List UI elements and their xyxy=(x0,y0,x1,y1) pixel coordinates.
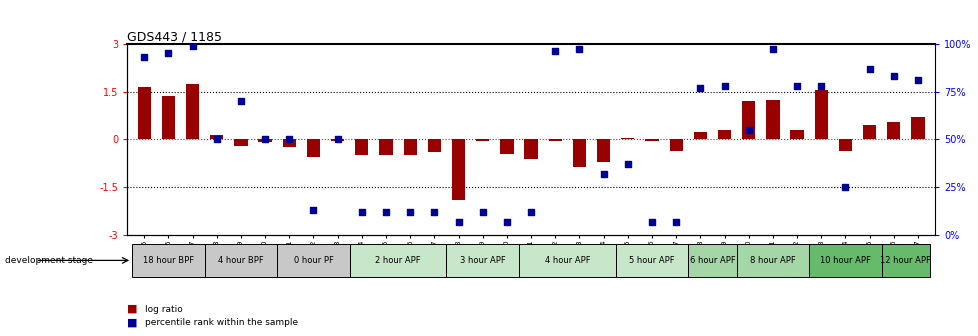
Bar xyxy=(452,139,465,200)
Point xyxy=(474,210,490,215)
Point xyxy=(813,83,828,88)
Point xyxy=(233,98,248,104)
Text: log ratio: log ratio xyxy=(145,305,183,313)
Bar xyxy=(137,87,151,139)
Bar xyxy=(741,101,755,139)
Point xyxy=(185,43,200,48)
Point xyxy=(619,162,635,167)
Point xyxy=(208,137,224,142)
Point xyxy=(354,210,370,215)
Bar xyxy=(518,244,615,277)
Point xyxy=(281,137,296,142)
Point xyxy=(257,137,273,142)
Point xyxy=(765,47,780,52)
Bar xyxy=(881,244,929,277)
Bar xyxy=(161,96,175,139)
Bar xyxy=(186,84,199,139)
Bar xyxy=(911,117,924,139)
Point xyxy=(788,83,804,88)
Text: 5 hour APF: 5 hour APF xyxy=(629,256,674,265)
Bar xyxy=(524,139,537,159)
Point xyxy=(571,47,587,52)
Bar xyxy=(645,139,658,141)
Bar xyxy=(693,132,706,139)
Bar xyxy=(283,139,295,148)
Bar xyxy=(204,244,277,277)
Point xyxy=(330,137,345,142)
Bar xyxy=(717,130,731,139)
Bar xyxy=(572,139,586,167)
Bar xyxy=(735,244,809,277)
Point xyxy=(885,74,901,79)
Bar xyxy=(277,244,349,277)
Bar xyxy=(615,244,688,277)
Text: GDS443 / 1185: GDS443 / 1185 xyxy=(127,31,222,44)
Text: development stage: development stage xyxy=(5,256,93,265)
Point xyxy=(837,185,853,190)
Bar xyxy=(621,138,634,139)
Point xyxy=(596,171,611,177)
Bar xyxy=(427,139,440,152)
Bar xyxy=(500,139,513,154)
Point xyxy=(691,85,707,90)
Bar xyxy=(210,135,223,139)
Text: 0 hour PF: 0 hour PF xyxy=(293,256,333,265)
Point xyxy=(499,219,514,224)
Text: 12 hour APF: 12 hour APF xyxy=(879,256,930,265)
Bar xyxy=(349,244,446,277)
Point xyxy=(547,49,562,54)
Point xyxy=(910,77,925,83)
Bar xyxy=(475,139,489,141)
Bar xyxy=(446,244,518,277)
Text: ■: ■ xyxy=(127,318,138,328)
Point xyxy=(716,83,732,88)
Bar xyxy=(548,139,561,141)
Text: 4 hour BPF: 4 hour BPF xyxy=(218,256,263,265)
Bar xyxy=(403,139,417,155)
Bar xyxy=(669,139,682,151)
Bar xyxy=(766,99,778,139)
Bar xyxy=(688,244,735,277)
Point xyxy=(861,66,876,71)
Text: 3 hour APF: 3 hour APF xyxy=(460,256,505,265)
Text: 4 hour APF: 4 hour APF xyxy=(544,256,590,265)
Point xyxy=(136,54,152,60)
Point xyxy=(426,210,442,215)
Bar xyxy=(597,139,609,162)
Bar xyxy=(809,244,881,277)
Text: ■: ■ xyxy=(127,304,138,314)
Text: percentile rank within the sample: percentile rank within the sample xyxy=(145,318,297,327)
Bar xyxy=(789,130,803,139)
Point xyxy=(644,219,659,224)
Text: 2 hour APF: 2 hour APF xyxy=(375,256,421,265)
Bar xyxy=(838,139,851,151)
Text: 8 hour APF: 8 hour APF xyxy=(749,256,795,265)
Bar xyxy=(886,122,900,139)
Point xyxy=(740,127,756,133)
Bar xyxy=(234,139,247,146)
Point xyxy=(378,210,393,215)
Bar xyxy=(258,139,272,142)
Point xyxy=(522,210,538,215)
Bar xyxy=(306,139,320,157)
Bar xyxy=(132,244,204,277)
Text: 6 hour APF: 6 hour APF xyxy=(689,256,734,265)
Point xyxy=(305,208,321,213)
Bar xyxy=(331,139,344,141)
Bar xyxy=(355,139,368,155)
Point xyxy=(160,50,176,56)
Point xyxy=(450,219,466,224)
Point xyxy=(402,210,418,215)
Bar xyxy=(379,139,392,155)
Point xyxy=(668,219,684,224)
Bar xyxy=(863,125,875,139)
Text: 18 hour BPF: 18 hour BPF xyxy=(143,256,194,265)
Text: 10 hour APF: 10 hour APF xyxy=(820,256,870,265)
Bar xyxy=(814,90,827,139)
